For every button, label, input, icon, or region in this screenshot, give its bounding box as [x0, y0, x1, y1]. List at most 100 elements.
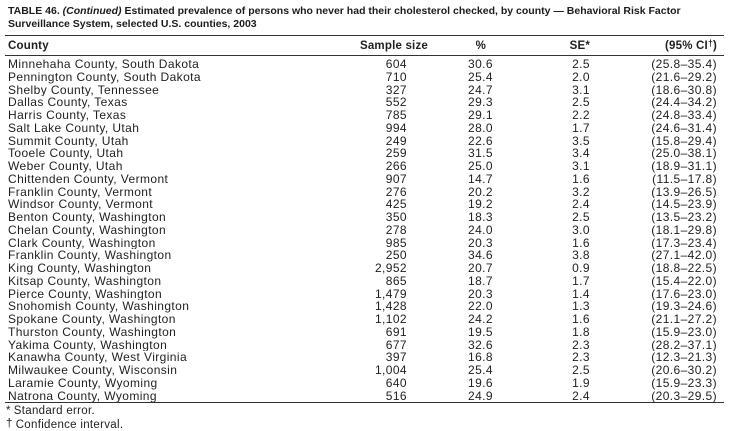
dagger-icon: †: [707, 38, 713, 48]
cell-sample-size: 691: [385, 325, 407, 339]
cell-ci: (15.4–22.0): [651, 274, 717, 288]
prevalence-table: County Sample size % SE* (95% CI†) Minne…: [5, 35, 724, 404]
cell-ci: (15.9–23.0): [651, 325, 717, 339]
cell-ci: (13.5–23.2): [651, 211, 717, 224]
table-row: Tooele County, Utah 259 31.5 3.4 (25.0–38.1): [5, 147, 724, 160]
cell-se: 3.2: [572, 185, 590, 199]
cell-percent: 14.7: [468, 172, 493, 186]
table-header: County Sample size % SE* (95% CI†): [5, 36, 724, 56]
continued-label: (Continued): [62, 5, 122, 17]
cell-county: Pennington County, South Dakota: [8, 70, 201, 84]
cell-se: 0.9: [572, 262, 590, 275]
cell-se: 2.3: [572, 338, 590, 352]
footnote-text: Standard error.: [13, 405, 95, 418]
table-row: Weber County, Utah 266 25.0 3.1 (18.9–31.1): [5, 160, 724, 173]
column-header-county: County: [8, 40, 49, 52]
cell-sample-size: 516: [385, 389, 407, 403]
cell-se: 1.8: [572, 325, 590, 339]
cell-ci: (25.0–38.1): [651, 147, 717, 160]
asterisk-marker: *: [6, 405, 11, 418]
cell-ci: (20.6–30.2): [651, 364, 717, 377]
cell-sample-size: 276: [385, 185, 407, 199]
cell-percent: 24.2: [468, 313, 493, 326]
cell-county: Natrona County, Wyoming: [8, 389, 157, 403]
table-row: Thurston County, Washington 691 19.5 1.8 (15…: [5, 326, 724, 339]
cell-county: Clark County, Washington: [8, 236, 156, 250]
ci-header-close: ): [712, 40, 717, 52]
cell-ci: (24.6–31.4): [651, 121, 717, 135]
footnote-standard-error: * Standard error.: [6, 406, 724, 418]
cell-county: King County, Washington: [8, 262, 152, 275]
cell-county: Kanawha County, West Virginia: [8, 351, 188, 364]
table-number: TABLE 46.: [8, 5, 60, 17]
cell-county: Weber County, Utah: [8, 160, 123, 173]
cell-se: 3.5: [572, 134, 590, 148]
cell-se: 3.1: [572, 160, 590, 173]
cell-ci: (24.8–33.4): [651, 109, 717, 122]
cell-ci: (12.3–21.3): [651, 351, 717, 364]
table-row: Franklin County, Vermont 276 20.2 3.2 (13.9–…: [5, 186, 724, 199]
cell-ci: (18.1–29.8): [651, 223, 717, 237]
cell-percent: 24.0: [468, 223, 493, 237]
table-row: Harris County, Texas 785 29.1 2.2 (24.8–33.4…: [5, 109, 724, 122]
cell-se: 2.4: [572, 198, 590, 211]
cell-sample-size: 994: [385, 121, 407, 135]
cell-ci: (14.5–23.9): [651, 198, 717, 211]
footnote-text: Confidence interval.: [15, 418, 124, 431]
table-row: Spokane County, Washington 1,102 24.2 1.6 (2…: [5, 313, 724, 326]
cell-ci: (19.3–24.6): [651, 300, 717, 313]
cell-ci: (15.9–23.3): [651, 376, 717, 390]
cell-percent: 22.0: [468, 300, 493, 313]
cell-sample-size: 677: [385, 338, 407, 352]
cell-sample-size: 397: [385, 351, 407, 364]
ci-header-text: (95% CI: [665, 40, 708, 52]
cell-county: Chittenden County, Vermont: [8, 172, 169, 186]
footnote-confidence-interval: † Confidence interval.: [6, 418, 724, 431]
cell-percent: 24.9: [468, 389, 493, 403]
footnotes: * Standard error. † Confidence interval.: [6, 406, 724, 431]
cell-county: Benton County, Washington: [8, 211, 167, 224]
cell-percent: 20.3: [468, 236, 493, 250]
cell-sample-size: 350: [385, 211, 407, 224]
cell-ci: (15.8–29.4): [651, 134, 717, 148]
cell-ci: (27.1–42.0): [651, 249, 717, 262]
cell-percent: 29.3: [468, 96, 493, 109]
table-row: Clark County, Washington 985 20.3 1.6 (17.3–…: [5, 237, 724, 250]
cell-percent: 19.5: [468, 325, 493, 339]
cell-county: Salt Lake County, Utah: [8, 121, 140, 135]
cell-county: Snohomish County, Washington: [8, 300, 190, 313]
table-row: Salt Lake County, Utah 994 28.0 1.7 (24.6–31…: [5, 122, 724, 135]
table-title: TABLE 46. (Continued) Estimated prevalen…: [8, 5, 725, 31]
cell-county: Milwaukee County, Wisconsin: [8, 364, 178, 377]
cell-percent: 18.3: [468, 211, 493, 224]
cell-sample-size: 266: [385, 160, 407, 173]
cell-sample-size: 552: [385, 96, 407, 109]
cell-percent: 34.6: [468, 249, 493, 262]
cell-ci: (18.9–31.1): [651, 160, 717, 173]
cell-sample-size: 249: [385, 134, 407, 148]
cell-percent: 24.7: [468, 83, 493, 97]
cell-county: Kitsap County, Washington: [8, 274, 162, 288]
cell-ci: (17.6–23.0): [651, 287, 717, 301]
column-header-ci: (95% CI†): [590, 36, 724, 56]
cell-ci: (13.9–26.5): [651, 185, 717, 199]
cell-county: Windsor County, Vermont: [8, 198, 154, 211]
header-row: County Sample size % SE* (95% CI†): [5, 36, 724, 56]
cell-se: 3.0: [572, 223, 590, 237]
cell-ci: (21.1–27.2): [651, 313, 717, 326]
cell-se: 1.7: [572, 121, 590, 135]
cell-percent: 19.2: [468, 198, 493, 211]
cell-se: 1.6: [572, 172, 590, 186]
cell-county: Summit County, Utah: [8, 134, 129, 148]
cell-ci: (25.8–35.4): [651, 57, 717, 71]
cell-percent: 22.6: [468, 134, 493, 148]
cell-sample-size: 604: [385, 57, 407, 71]
cell-percent: 32.6: [468, 338, 493, 352]
table-row: Shelby County, Tennessee 327 24.7 3.1 (18.6–…: [5, 84, 724, 97]
table-row: Natrona County, Wyoming 516 24.9 2.4 (20.3–2…: [5, 390, 724, 403]
cell-ci: (11.5–17.8): [652, 172, 717, 186]
cell-sample-size: 907: [385, 172, 407, 186]
cell-sample-size: 985: [385, 236, 407, 250]
cell-se: 2.5: [572, 364, 590, 377]
cell-se: 2.5: [572, 96, 590, 109]
